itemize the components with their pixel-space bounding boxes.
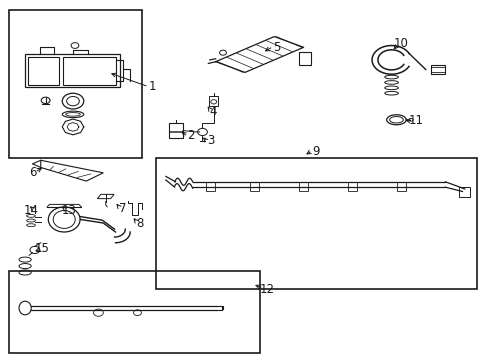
Text: 2: 2 xyxy=(188,129,195,142)
Text: 8: 8 xyxy=(136,216,144,230)
Bar xyxy=(250,182,259,191)
Text: 9: 9 xyxy=(312,145,319,158)
Bar xyxy=(206,182,215,191)
Text: 3: 3 xyxy=(207,134,215,147)
Bar xyxy=(25,54,121,87)
Text: 7: 7 xyxy=(119,202,126,215)
Bar xyxy=(9,10,143,158)
Text: 14: 14 xyxy=(24,204,39,217)
Bar xyxy=(348,182,357,191)
Bar xyxy=(459,187,470,197)
Bar xyxy=(169,123,183,138)
Bar xyxy=(156,158,477,289)
Text: 1: 1 xyxy=(148,80,156,93)
Bar xyxy=(9,271,260,353)
Text: 13: 13 xyxy=(62,204,76,217)
Text: 6: 6 xyxy=(29,166,36,179)
Bar xyxy=(431,65,445,74)
Text: 4: 4 xyxy=(210,105,217,118)
Text: 12: 12 xyxy=(260,283,274,296)
Text: 5: 5 xyxy=(273,41,280,54)
Bar xyxy=(299,182,308,191)
Bar xyxy=(63,57,116,85)
Text: 11: 11 xyxy=(409,114,423,127)
Bar xyxy=(27,57,59,85)
Text: 15: 15 xyxy=(35,242,49,255)
Bar xyxy=(209,96,218,107)
Bar xyxy=(299,51,311,65)
Text: 10: 10 xyxy=(394,37,409,50)
Bar xyxy=(397,182,406,191)
